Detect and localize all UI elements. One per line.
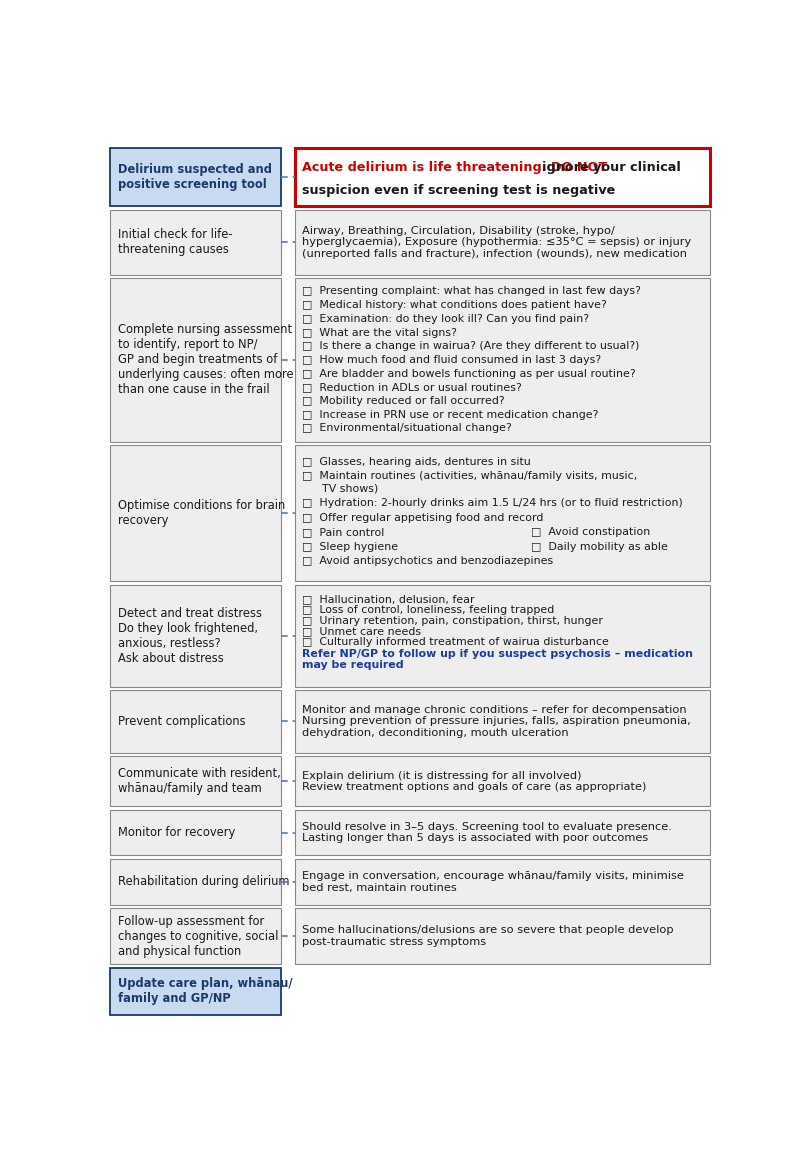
Text: □  Sleep hygiene: □ Sleep hygiene [302,542,398,552]
Text: Detect and treat distress
Do they look frightened,
anxious, restless?
Ask about : Detect and treat distress Do they look f… [118,607,262,664]
Text: Delirium suspected and
positive screening tool: Delirium suspected and positive screenin… [118,163,272,191]
Text: □  Maintain routines (activities, whānau/family visits, music,: □ Maintain routines (activities, whānau/… [302,471,638,481]
Text: Should resolve in 3–5 days. Screening tool to evaluate presence.
Lasting longer : Should resolve in 3–5 days. Screening to… [302,822,672,843]
Text: □  Examination: do they look ill? Can you find pain?: □ Examination: do they look ill? Can you… [302,314,590,324]
Text: □  Daily mobility as able: □ Daily mobility as able [531,542,668,552]
Text: □  Glasses, hearing aids, dentures in situ: □ Glasses, hearing aids, dentures in sit… [302,456,531,466]
Text: Prevent complications: Prevent complications [118,715,246,728]
FancyBboxPatch shape [110,756,281,807]
Text: Complete nursing assessment
to identify, report to NP/
GP and begin treatments o: Complete nursing assessment to identify,… [118,323,294,396]
Text: Airway, Breathing, Circulation, Disability (stroke, hypo/
hyperglycaemia), Expos: Airway, Breathing, Circulation, Disabili… [302,225,691,259]
Text: □  Is there a change in wairua? (Are they different to usual?): □ Is there a change in wairua? (Are they… [302,341,640,352]
FancyBboxPatch shape [294,859,710,904]
FancyBboxPatch shape [110,967,281,1015]
Text: □  Reduction in ADLs or usual routines?: □ Reduction in ADLs or usual routines? [302,383,522,392]
Text: □  Increase in PRN use or recent medication change?: □ Increase in PRN use or recent medicati… [302,410,598,419]
Text: □  Medical history: what conditions does patient have?: □ Medical history: what conditions does … [302,300,607,310]
Text: □  Are bladder and bowels functioning as per usual routine?: □ Are bladder and bowels functioning as … [302,369,636,378]
Text: □  Hallucination, delusion, fear: □ Hallucination, delusion, fear [302,594,475,604]
Text: □  Mobility reduced or fall occurred?: □ Mobility reduced or fall occurred? [302,396,505,406]
FancyBboxPatch shape [294,908,710,964]
Text: □  Unmet care needs: □ Unmet care needs [302,626,422,637]
Text: □  Environmental/situational change?: □ Environmental/situational change? [302,423,512,433]
Text: Update care plan, whānau/
family and GP/NP: Update care plan, whānau/ family and GP/… [118,977,293,1005]
Text: Follow-up assessment for
changes to cognitive, social
and physical function: Follow-up assessment for changes to cogn… [118,915,278,957]
Text: Monitor and manage chronic conditions – refer for decompensation
Nursing prevent: Monitor and manage chronic conditions – … [302,704,691,738]
Text: Engage in conversation, encourage whānau/family visits, minimise
bed rest, maint: Engage in conversation, encourage whānau… [302,871,684,893]
Text: □  Loss of control, loneliness, feeling trapped: □ Loss of control, loneliness, feeling t… [302,606,554,615]
FancyBboxPatch shape [294,278,710,441]
FancyBboxPatch shape [110,210,281,275]
FancyBboxPatch shape [294,210,710,275]
Text: Optimise conditions for brain
recovery: Optimise conditions for brain recovery [118,500,285,527]
Text: Communicate with resident,
whānau/family and team: Communicate with resident, whānau/family… [118,768,281,795]
Text: □  Avoid antipsychotics and benzodiazepines: □ Avoid antipsychotics and benzodiazepin… [302,556,554,566]
Text: □  What are the vital signs?: □ What are the vital signs? [302,327,457,338]
Text: Refer NP/GP to follow up if you suspect psychosis – medication: Refer NP/GP to follow up if you suspect … [302,649,694,660]
Text: □  Avoid constipation: □ Avoid constipation [531,527,650,538]
Text: Acute delirium is life threatening. DO NOT: Acute delirium is life threatening. DO N… [302,161,612,173]
Text: □  Pain control: □ Pain control [302,527,385,538]
Text: Explain delirium (it is distressing for all involved)
Review treatment options a: Explain delirium (it is distressing for … [302,771,646,792]
Text: Monitor for recovery: Monitor for recovery [118,826,235,839]
FancyBboxPatch shape [110,859,281,904]
FancyBboxPatch shape [294,148,710,207]
FancyBboxPatch shape [110,445,281,581]
Text: □  Presenting complaint: what has changed in last few days?: □ Presenting complaint: what has changed… [302,286,641,296]
FancyBboxPatch shape [110,810,281,856]
FancyBboxPatch shape [294,810,710,856]
Text: Initial check for life-
threatening causes: Initial check for life- threatening caus… [118,229,232,256]
Text: Some hallucinations/delusions are so severe that people develop
post-traumatic s: Some hallucinations/delusions are so sev… [302,925,674,947]
Text: □  Urinary retention, pain, constipation, thirst, hunger: □ Urinary retention, pain, constipation,… [302,616,603,626]
Text: □  Hydration: 2-hourly drinks aim 1.5 L/24 hrs (or to fluid restriction): □ Hydration: 2-hourly drinks aim 1.5 L/2… [302,498,683,508]
Text: Rehabilitation during delirium: Rehabilitation during delirium [118,876,290,888]
FancyBboxPatch shape [110,908,281,964]
Text: □  Culturally informed treatment of wairua disturbance: □ Culturally informed treatment of wairu… [302,637,609,647]
FancyBboxPatch shape [294,585,710,686]
FancyBboxPatch shape [110,585,281,686]
Text: □  Offer regular appetising food and record: □ Offer regular appetising food and reco… [302,512,544,523]
Text: suspicion even if screening test is negative: suspicion even if screening test is nega… [302,184,615,198]
Text: ignore your clinical: ignore your clinical [542,161,682,173]
Text: may be required: may be required [302,660,404,670]
FancyBboxPatch shape [110,278,281,441]
FancyBboxPatch shape [294,445,710,581]
FancyBboxPatch shape [294,689,710,753]
FancyBboxPatch shape [294,756,710,807]
Text: □  How much food and fluid consumed in last 3 days?: □ How much food and fluid consumed in la… [302,355,602,365]
FancyBboxPatch shape [110,148,281,207]
FancyBboxPatch shape [110,689,281,753]
Text: TV shows): TV shows) [322,484,378,494]
